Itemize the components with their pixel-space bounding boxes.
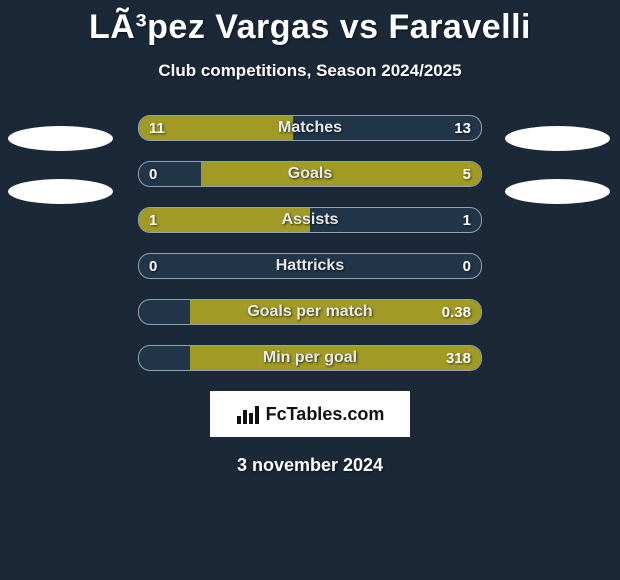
stat-label: Goals per match — [139, 300, 481, 324]
stat-row: 0 Hattricks 0 — [138, 253, 482, 279]
stat-row: Goals per match 0.38 — [138, 299, 482, 325]
brand-text: FcTables.com — [266, 404, 385, 425]
brand-bars-icon — [236, 404, 260, 424]
player-left-avatar-2 — [8, 179, 113, 204]
stat-label: Assists — [139, 208, 481, 232]
stat-label: Min per goal — [139, 346, 481, 370]
page-title: LÃ³pez Vargas vs Faravelli — [0, 0, 620, 47]
player-left-avatar-1 — [8, 126, 113, 151]
stat-label: Hattricks — [139, 254, 481, 278]
stat-value-right: 0 — [463, 254, 471, 278]
stat-value-right: 5 — [463, 162, 471, 186]
stat-value-right: 318 — [446, 346, 471, 370]
footer-date: 3 november 2024 — [0, 455, 620, 476]
player-right-avatar-1 — [505, 126, 610, 151]
page-subtitle: Club competitions, Season 2024/2025 — [0, 61, 620, 81]
stat-value-right: 1 — [463, 208, 471, 232]
brand-badge: FcTables.com — [210, 391, 410, 437]
player-right-avatar-2 — [505, 179, 610, 204]
stat-label: Matches — [139, 116, 481, 140]
stat-row: Min per goal 318 — [138, 345, 482, 371]
stat-value-right: 0.38 — [442, 300, 471, 324]
stat-label: Goals — [139, 162, 481, 186]
stat-row: 0 Goals 5 — [138, 161, 482, 187]
stats-bars: 11 Matches 13 0 Goals 5 1 Assists 1 0 Ha… — [138, 115, 482, 371]
stat-row: 1 Assists 1 — [138, 207, 482, 233]
stat-row: 11 Matches 13 — [138, 115, 482, 141]
stat-value-right: 13 — [454, 116, 471, 140]
